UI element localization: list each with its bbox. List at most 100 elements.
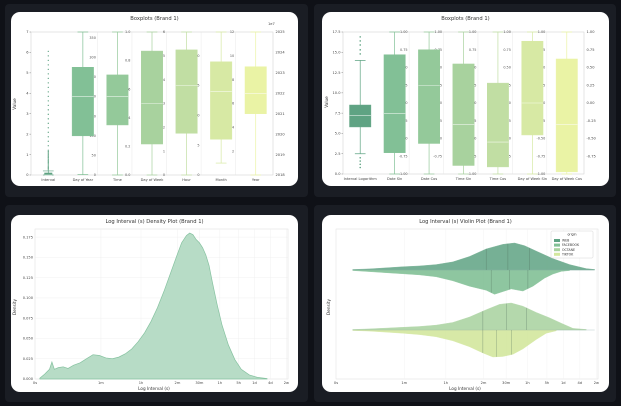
outlier-point	[47, 100, 49, 102]
inner-tick-label: -1.00	[399, 172, 408, 176]
y-tick-label: 0.025	[23, 357, 33, 361]
inner-tick-label: 6	[232, 102, 234, 106]
chart-title: Boxplots (Brand 1)	[130, 16, 178, 22]
y-tick-label: 10.0	[332, 91, 341, 95]
inner-tick-label: 50	[92, 154, 96, 158]
inner-tick-label: 5	[163, 54, 165, 58]
right-tick-label: 0.00	[587, 101, 596, 105]
legend-title: origin	[567, 233, 576, 237]
y-tick-label: 7.5	[335, 111, 341, 115]
y-tick-label: 0.175	[23, 235, 33, 239]
outlier-point	[47, 64, 49, 66]
violin-half-top	[352, 302, 587, 331]
y-tick-label: 15.0	[332, 50, 341, 54]
legend-label: FACEBOOK	[562, 243, 580, 247]
outlier-point	[47, 150, 49, 153]
inner-tick-label: 0	[197, 173, 199, 177]
inner-tick-label: 1.00	[434, 30, 442, 34]
y-tick-label: 7	[26, 30, 28, 34]
x-tick-label: 1m	[401, 381, 407, 385]
box	[106, 74, 129, 126]
outlier-point	[47, 68, 49, 71]
category-label: Date Sin	[387, 177, 402, 181]
outlier-point	[47, 161, 49, 164]
outlier-point	[359, 166, 362, 169]
x-tick-label: 2m	[481, 381, 487, 385]
right-tick-label: -0.50	[587, 137, 597, 141]
outlier-point	[359, 40, 362, 42]
inner-tick-label: -1.00	[468, 172, 477, 176]
box	[210, 61, 233, 140]
legend-label: TIKTOK	[561, 252, 574, 256]
outlier-point	[47, 158, 49, 160]
box	[487, 82, 509, 168]
outlier-point	[47, 113, 49, 115]
x-tick-label: 30m	[502, 381, 511, 385]
legend-swatch	[554, 248, 560, 252]
y-tick-label: 0.125	[23, 276, 33, 280]
inner-tick-label: 0.8	[125, 59, 130, 63]
right-tick-label: -0.25	[587, 119, 596, 123]
outlier-point	[359, 156, 362, 159]
chart-card-density: Log Interval (s) Density Plot (Brand 1) …	[11, 215, 298, 392]
inner-tick-label: 0.75	[469, 48, 477, 52]
chart-card-boxplots-1: Boxplots (Brand 1) Value 1e7 0 1 2 3 4 5 6 7 201…	[11, 12, 298, 186]
right-tick-label: 0.50	[587, 66, 596, 70]
y-tick-label: 5.0	[335, 132, 341, 136]
outlier-point	[47, 95, 49, 97]
legend-label: WEB	[562, 239, 569, 243]
y-tick-label: 0.050	[23, 337, 34, 341]
y-tick-label: 3	[26, 112, 28, 116]
y-tick-label: 6	[26, 51, 29, 55]
inner-tick-label: 1.00	[400, 30, 408, 34]
x-axis-label: Log Interval (s)	[449, 386, 481, 391]
x-tick-label: 1h	[139, 381, 144, 385]
inner-tick-label: 4	[232, 125, 234, 129]
outlier-point	[47, 55, 49, 57]
outlier-point	[47, 154, 49, 156]
inner-tick-label: 350	[89, 36, 95, 40]
legend-swatch	[554, 243, 560, 247]
y-tick-label: 2	[26, 132, 28, 136]
inner-tick-label: -0.75	[537, 154, 546, 158]
inner-tick-label: 1	[163, 149, 165, 153]
density-area	[39, 232, 268, 380]
category-label: Day of Year	[73, 178, 94, 182]
outlier-point	[47, 168, 49, 170]
outlier-point	[47, 164, 49, 166]
x-tick-label: 1d	[561, 381, 566, 385]
right-tick-label: 1.00	[587, 30, 596, 34]
box	[244, 66, 267, 114]
boxplot-chart-1: Boxplots (Brand 1) Value 1e7 01234567201…	[12, 16, 286, 182]
x-tick-label: 0s	[33, 381, 37, 385]
inner-tick-label: 0	[94, 173, 96, 177]
violin-half-bottom	[352, 329, 557, 358]
outlier-point	[47, 165, 49, 167]
inner-tick-label: -0.75	[433, 154, 442, 158]
y-tick-label: 5	[26, 71, 28, 75]
chart-card-boxplots-2: Boxplots (Brand 1) Value 0.0 2.5 5.0 7.5 10.…	[322, 12, 609, 186]
outlier-point	[47, 166, 49, 169]
box	[418, 49, 440, 144]
box	[383, 54, 406, 153]
category-label: Month	[216, 178, 227, 182]
right-tick-label: 2020	[276, 132, 286, 136]
inner-tick-label: 2	[232, 149, 234, 153]
outlier-point	[47, 91, 49, 93]
exponent-label: 1e7	[268, 22, 275, 26]
inner-tick-label: 12	[230, 30, 234, 34]
box	[71, 67, 94, 137]
inner-tick-label: 1.0	[125, 30, 130, 34]
box	[44, 172, 53, 176]
inner-tick-label: 3	[163, 102, 165, 106]
x-tick-label: 2m	[175, 381, 181, 385]
y-tick-label: 4	[26, 91, 29, 95]
legend-swatch	[554, 252, 560, 256]
outlier-point	[47, 109, 49, 111]
legend-swatch	[554, 239, 560, 242]
outlier-point	[47, 131, 49, 133]
category-label: Hour	[182, 178, 191, 182]
inner-tick-label: -1.00	[537, 172, 546, 176]
y-tick-label: 2.5	[335, 152, 341, 156]
category-label: Interval	[41, 178, 55, 182]
